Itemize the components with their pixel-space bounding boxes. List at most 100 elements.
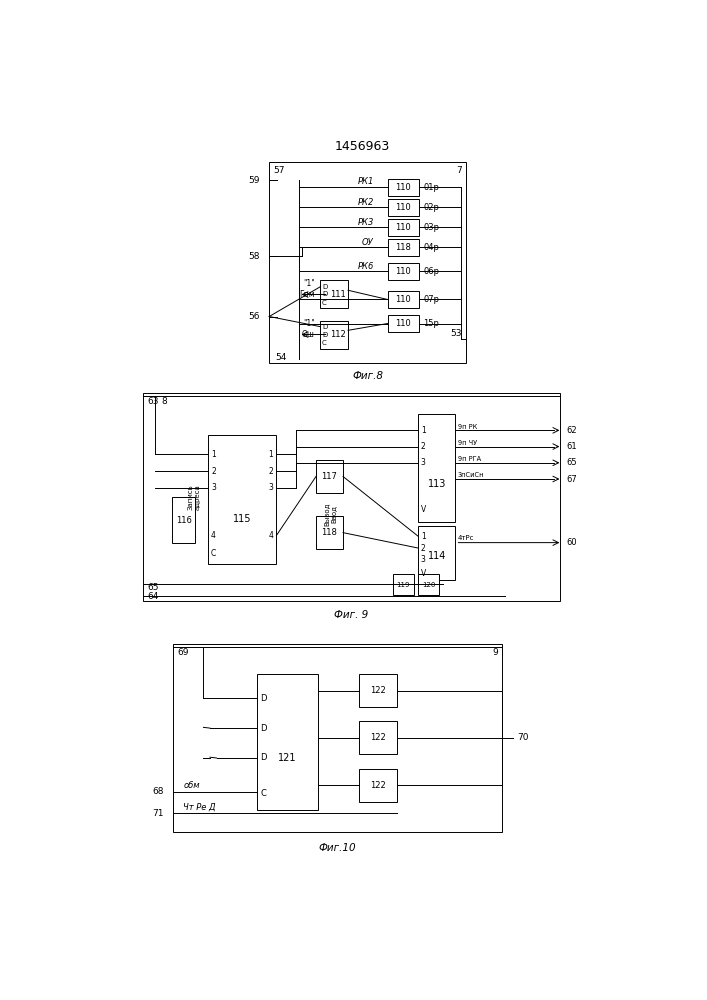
- Bar: [320, 321, 348, 349]
- Bar: [387, 315, 419, 332]
- Bar: [387, 263, 419, 280]
- Text: 54: 54: [276, 353, 287, 362]
- Text: Запись
адреса: Запись адреса: [187, 484, 201, 510]
- Bar: [418, 526, 455, 580]
- Text: 3: 3: [421, 555, 426, 564]
- Text: 2: 2: [421, 442, 426, 451]
- Text: 06р: 06р: [423, 267, 440, 276]
- Text: 4тРс: 4тРс: [457, 535, 474, 541]
- Text: C: C: [322, 300, 327, 306]
- Text: РК3: РК3: [358, 218, 374, 227]
- Text: "1": "1": [303, 279, 315, 288]
- Text: D: D: [260, 753, 267, 762]
- Bar: [387, 199, 419, 216]
- Bar: [359, 721, 397, 754]
- Bar: [257, 674, 318, 810]
- Text: D: D: [260, 694, 267, 703]
- Text: 110: 110: [395, 223, 411, 232]
- Text: РК6: РК6: [358, 262, 374, 271]
- Text: 07р: 07р: [423, 295, 440, 304]
- Text: V: V: [421, 505, 426, 514]
- Text: 117: 117: [322, 472, 337, 481]
- Text: 110: 110: [395, 319, 411, 328]
- Text: 110: 110: [395, 203, 411, 212]
- Text: D: D: [322, 284, 327, 290]
- Text: обм: обм: [183, 781, 200, 790]
- Text: D: D: [260, 724, 267, 733]
- Bar: [418, 574, 439, 595]
- Bar: [359, 674, 397, 707]
- Bar: [144, 393, 560, 601]
- Bar: [387, 179, 419, 196]
- Text: 122: 122: [370, 781, 386, 790]
- Text: 110: 110: [395, 267, 411, 276]
- Text: 3: 3: [268, 483, 273, 492]
- Text: 8: 8: [161, 397, 167, 406]
- Text: C: C: [260, 789, 267, 798]
- Bar: [316, 516, 343, 549]
- Text: 70: 70: [518, 733, 529, 742]
- Text: 115: 115: [233, 514, 251, 524]
- Bar: [387, 291, 419, 308]
- Text: 118: 118: [322, 528, 337, 537]
- Text: D: D: [322, 332, 327, 338]
- Text: 9п ЧУ: 9п ЧУ: [457, 440, 477, 446]
- Text: 119: 119: [397, 582, 410, 588]
- Text: Фиг.8: Фиг.8: [352, 371, 383, 381]
- Text: 3: 3: [211, 483, 216, 492]
- Text: 69: 69: [177, 648, 189, 657]
- Text: C: C: [211, 549, 216, 558]
- Text: Фиг.10: Фиг.10: [319, 843, 356, 853]
- Text: D: D: [322, 291, 327, 297]
- Text: 1: 1: [211, 450, 216, 459]
- Bar: [173, 644, 502, 832]
- Text: 1456963: 1456963: [334, 140, 390, 153]
- Text: 111: 111: [331, 290, 346, 299]
- Text: Вывод
Ввод: Вывод Ввод: [323, 502, 336, 526]
- Text: 113: 113: [428, 479, 446, 489]
- Text: 4: 4: [268, 531, 273, 540]
- Text: 110: 110: [395, 183, 411, 192]
- Text: 9: 9: [492, 648, 498, 657]
- Text: 61: 61: [566, 442, 577, 451]
- Text: Чт Ре Д: Чт Ре Д: [183, 803, 216, 812]
- Text: 53: 53: [450, 329, 462, 338]
- Text: 68: 68: [152, 787, 163, 796]
- Bar: [387, 219, 419, 236]
- Text: 1: 1: [421, 426, 426, 435]
- Text: ОУ: ОУ: [362, 238, 374, 247]
- Text: 57: 57: [274, 166, 285, 175]
- Text: 65: 65: [148, 583, 159, 592]
- Text: 112: 112: [331, 330, 346, 339]
- Text: 01р: 01р: [423, 183, 439, 192]
- Text: 122: 122: [370, 686, 386, 695]
- Text: D: D: [322, 324, 327, 330]
- Bar: [316, 460, 343, 493]
- Text: РК1: РК1: [358, 177, 374, 186]
- Text: "1": "1": [303, 319, 315, 328]
- Text: 59: 59: [248, 176, 259, 185]
- Text: 2: 2: [421, 544, 426, 553]
- Text: 67: 67: [566, 475, 577, 484]
- Text: 110: 110: [395, 295, 411, 304]
- Text: 62: 62: [566, 426, 577, 435]
- Text: 1: 1: [269, 450, 273, 459]
- Bar: [320, 280, 348, 308]
- Bar: [208, 435, 276, 564]
- Bar: [387, 239, 419, 256]
- Text: 03р: 03р: [423, 223, 440, 232]
- Text: 9п РК: 9п РК: [457, 424, 477, 430]
- Text: 121: 121: [279, 753, 297, 763]
- Bar: [418, 414, 455, 522]
- Text: 9п РГА: 9п РГА: [457, 456, 481, 462]
- Text: 2: 2: [269, 467, 273, 476]
- Text: C: C: [322, 340, 327, 346]
- Text: Гпм: Гпм: [299, 290, 315, 299]
- Text: РК2: РК2: [358, 198, 374, 207]
- Text: 65: 65: [566, 458, 577, 467]
- Text: 3: 3: [421, 458, 426, 467]
- Text: 60: 60: [566, 538, 577, 547]
- Text: 120: 120: [422, 582, 435, 588]
- Text: 63: 63: [148, 397, 159, 406]
- Text: 15р: 15р: [423, 319, 439, 328]
